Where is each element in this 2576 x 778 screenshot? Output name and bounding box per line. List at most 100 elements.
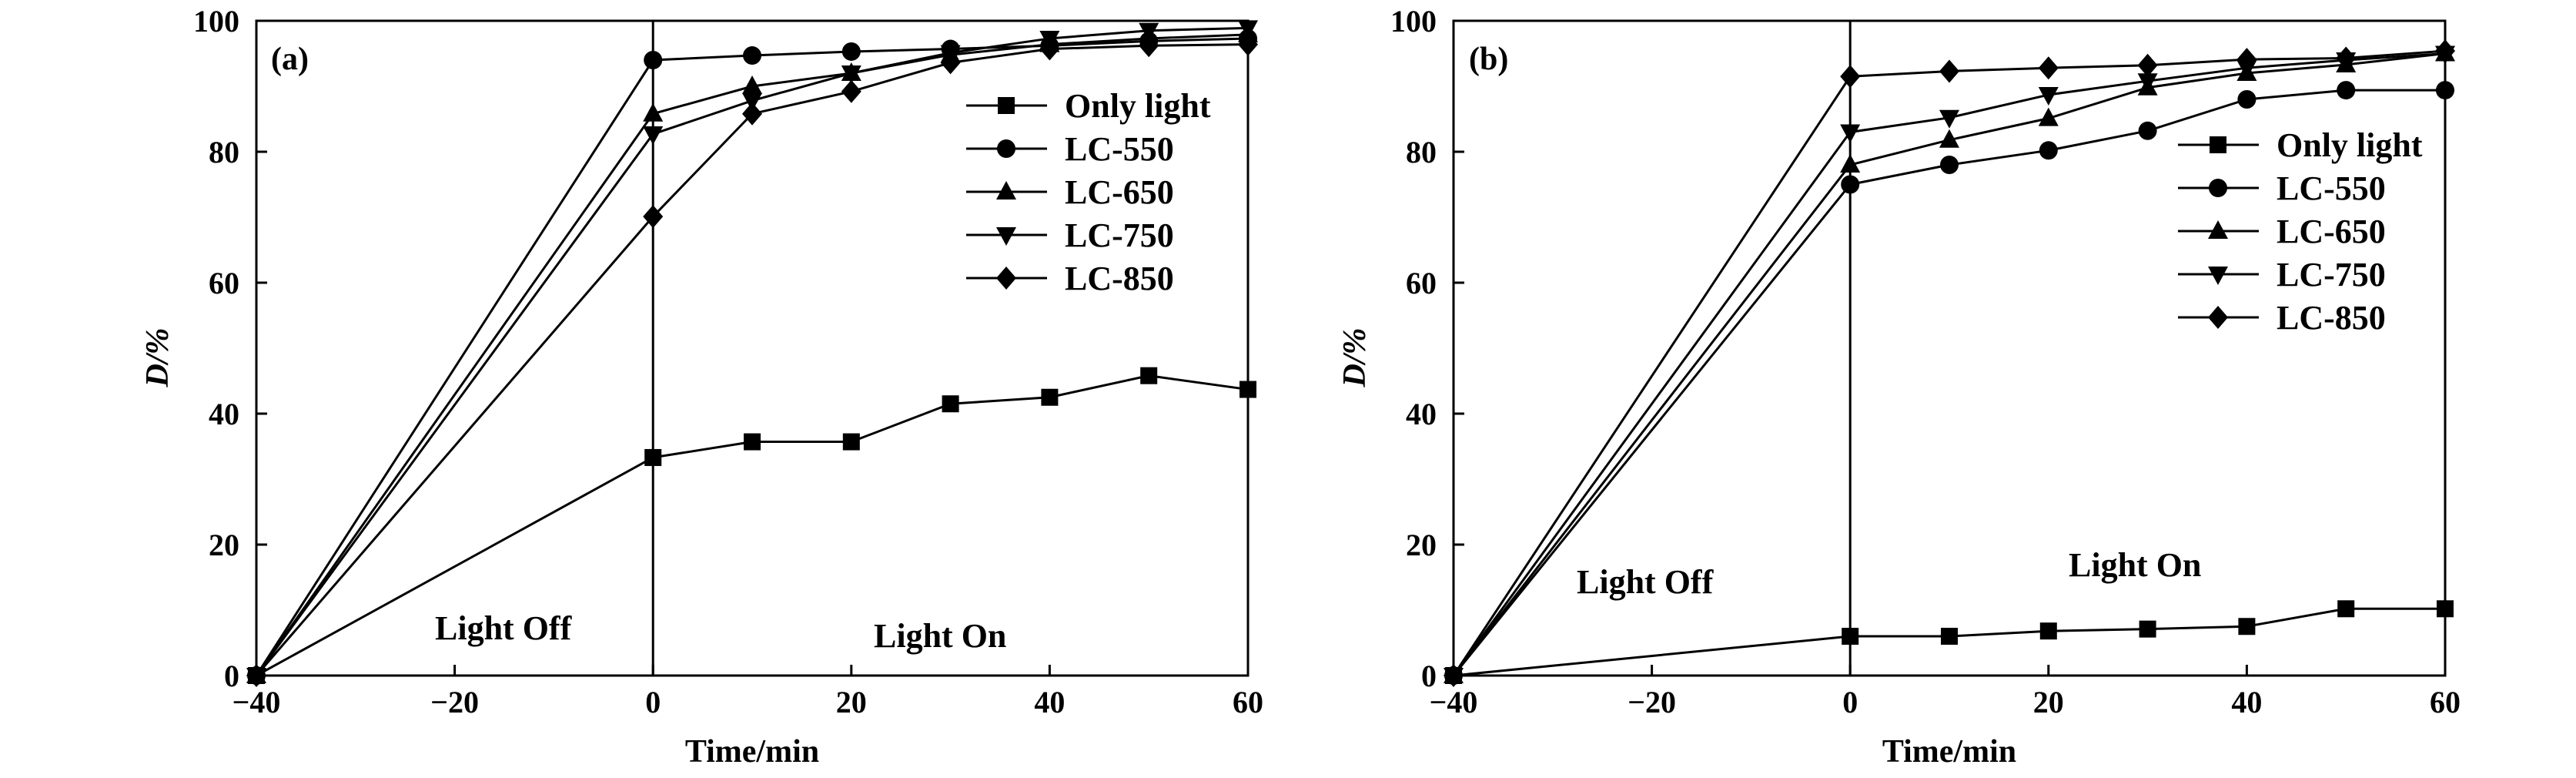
legend-entry: LC-850 — [966, 260, 1174, 297]
data-point — [940, 51, 961, 75]
data-point — [1139, 22, 1159, 42]
data-point — [743, 46, 761, 65]
legend-marker — [996, 227, 1016, 246]
y-tick-label: 40 — [1406, 397, 1437, 431]
x-tick-label: 60 — [1233, 685, 1263, 719]
series-lc-850 — [246, 32, 1258, 687]
series-line — [255, 26, 1249, 676]
data-point — [2435, 39, 2455, 63]
light-off-label: Light Off — [435, 609, 573, 647]
legend-marker — [2208, 220, 2228, 239]
y-tick-label: 100 — [1390, 4, 1437, 39]
legend-label: LC-850 — [2277, 299, 2386, 337]
data-point — [643, 205, 664, 229]
y-tick-label: 80 — [1406, 135, 1437, 169]
data-point — [246, 664, 266, 687]
data-point — [2038, 107, 2059, 126]
x-tick-label: 0 — [1842, 685, 1858, 719]
data-point — [1940, 156, 1959, 174]
series-line — [1453, 607, 2445, 677]
x-axis-label: Time/min — [685, 734, 819, 770]
data-point — [1239, 381, 1256, 398]
plot-frame — [255, 19, 1250, 677]
legend-marker — [996, 267, 1016, 290]
legend-label: LC-650 — [2277, 213, 2386, 250]
legend-entry: LC-550 — [2178, 169, 2386, 207]
x-tick-label: 40 — [1034, 685, 1065, 719]
y-tick-label: 60 — [1406, 266, 1437, 300]
plot-frame — [1452, 19, 2447, 677]
legend-entry: LC-750 — [2178, 256, 2386, 293]
y-tick-label: 100 — [193, 4, 239, 39]
legend-label: LC-750 — [2277, 256, 2386, 293]
data-point — [643, 102, 664, 122]
data-point — [2137, 53, 2158, 77]
data-point — [1140, 367, 1158, 384]
data-point — [1939, 59, 1959, 83]
legend-marker — [2210, 136, 2226, 153]
data-point — [742, 102, 762, 126]
data-point — [1039, 37, 1060, 61]
series-line — [1452, 49, 2446, 676]
y-axis-label: D/% — [140, 328, 176, 388]
data-point — [1840, 65, 1861, 89]
panel-label: (b) — [1469, 42, 1508, 77]
series-lc-550 — [247, 29, 1257, 685]
light-on-label: Light On — [2069, 546, 2201, 584]
y-tick-label: 0 — [1421, 659, 1437, 693]
x-tick-label: 60 — [2430, 685, 2461, 719]
series-line — [1452, 89, 2445, 676]
legend-label: LC-550 — [1065, 130, 1174, 168]
y-tick-label: 80 — [209, 135, 239, 169]
data-point — [1444, 664, 1464, 687]
legend-marker — [2208, 267, 2228, 285]
data-point — [1842, 628, 1859, 645]
legend-entry: LC-550 — [966, 130, 1174, 168]
legend-label: LC-650 — [1065, 173, 1174, 211]
panel-label: (a) — [271, 42, 309, 77]
data-point — [841, 79, 861, 103]
series-lc-550 — [1444, 81, 2454, 685]
x-tick-label: 0 — [645, 685, 661, 719]
data-point — [2138, 121, 2157, 140]
x-tick-label: 40 — [2231, 685, 2262, 719]
light-off-label: Light Off — [1577, 563, 1715, 601]
data-point — [2038, 56, 2059, 80]
series-line — [255, 43, 1249, 676]
legend-label: LC-550 — [2277, 169, 2386, 207]
data-point — [1238, 32, 1258, 56]
legend-marker — [2208, 306, 2228, 329]
data-point — [2039, 622, 2057, 640]
data-point — [841, 42, 861, 61]
data-point — [1939, 129, 1959, 148]
x-tick-label: −20 — [1628, 685, 1676, 719]
y-tick-label: 60 — [209, 266, 239, 300]
data-point — [1139, 34, 1159, 58]
series-only-light — [1445, 600, 2454, 684]
data-point — [644, 448, 662, 466]
data-point — [2437, 600, 2454, 618]
data-point — [1840, 154, 1861, 173]
legend-marker — [2209, 179, 2227, 197]
data-point — [2038, 87, 2059, 106]
y-tick-label: 40 — [209, 397, 239, 431]
data-point — [644, 51, 663, 69]
data-point — [2337, 81, 2356, 100]
x-tick-label: 20 — [836, 685, 867, 719]
data-point — [742, 75, 762, 94]
y-axis-label: D/% — [1337, 328, 1373, 388]
data-point — [841, 65, 861, 84]
data-point — [1840, 124, 1861, 143]
data-point — [1841, 175, 1860, 194]
x-tick-label: −40 — [1430, 685, 1478, 719]
series-line — [255, 37, 1249, 676]
legend-label: Only light — [1065, 87, 1211, 125]
legend-marker — [996, 181, 1016, 200]
data-point — [744, 433, 761, 451]
series-line — [1452, 52, 2446, 676]
legend-entry: Only light — [2178, 126, 2423, 164]
chart-panel-b: −40 −20 0 20 40 60 0 20 40 60 80 100 Time/min D/% (b) L… — [1337, 4, 2461, 770]
data-point — [2137, 73, 2158, 92]
legend-marker — [998, 97, 1015, 114]
chart-panel-a: −40 −20 0 20 40 60 0 20 40 60 80 100 Time/min D/% (a) L… — [140, 4, 1263, 770]
